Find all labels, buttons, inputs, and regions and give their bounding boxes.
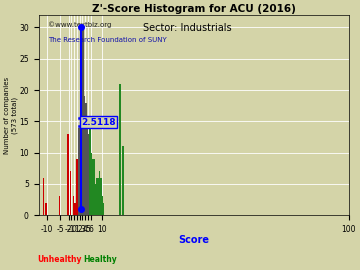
Bar (99, 171, 100, 215)
Bar (42, 178, 44, 215)
Bar (81, 77, 82, 215)
Bar (86, 127, 88, 215)
Text: 2.5118: 2.5118 (81, 118, 116, 127)
Bar (122, 146, 123, 215)
Bar (98, 178, 99, 215)
Bar (92, 159, 93, 215)
Bar (95, 184, 96, 215)
Text: Unhealthy: Unhealthy (37, 255, 81, 264)
Bar (88, 134, 89, 215)
Bar (96, 178, 98, 215)
Bar (82, 28, 84, 215)
Bar (89, 127, 91, 215)
Text: The Research Foundation of SUNY: The Research Foundation of SUNY (48, 37, 167, 43)
Bar (120, 84, 121, 215)
Bar (85, 103, 86, 215)
Bar (70, 171, 71, 215)
Bar (100, 178, 102, 215)
Bar (67, 134, 69, 215)
Bar (93, 159, 95, 215)
Bar (76, 159, 77, 215)
Bar (45, 202, 47, 215)
Text: ©www.textbiz.org: ©www.textbiz.org (48, 21, 111, 28)
Bar (74, 202, 76, 215)
X-axis label: Score: Score (178, 235, 209, 245)
Text: Sector: Industrials: Sector: Industrials (143, 23, 231, 33)
Y-axis label: Number of companies
(573 total): Number of companies (573 total) (4, 76, 18, 154)
Bar (80, 96, 81, 215)
Bar (59, 196, 60, 215)
Bar (78, 127, 80, 215)
Text: Healthy: Healthy (84, 255, 117, 264)
Bar (102, 196, 103, 215)
Bar (73, 196, 74, 215)
Bar (84, 96, 85, 215)
Bar (91, 153, 92, 215)
Bar (103, 202, 104, 215)
Bar (77, 159, 78, 215)
Title: Z'-Score Histogram for ACU (2016): Z'-Score Histogram for ACU (2016) (91, 4, 296, 14)
